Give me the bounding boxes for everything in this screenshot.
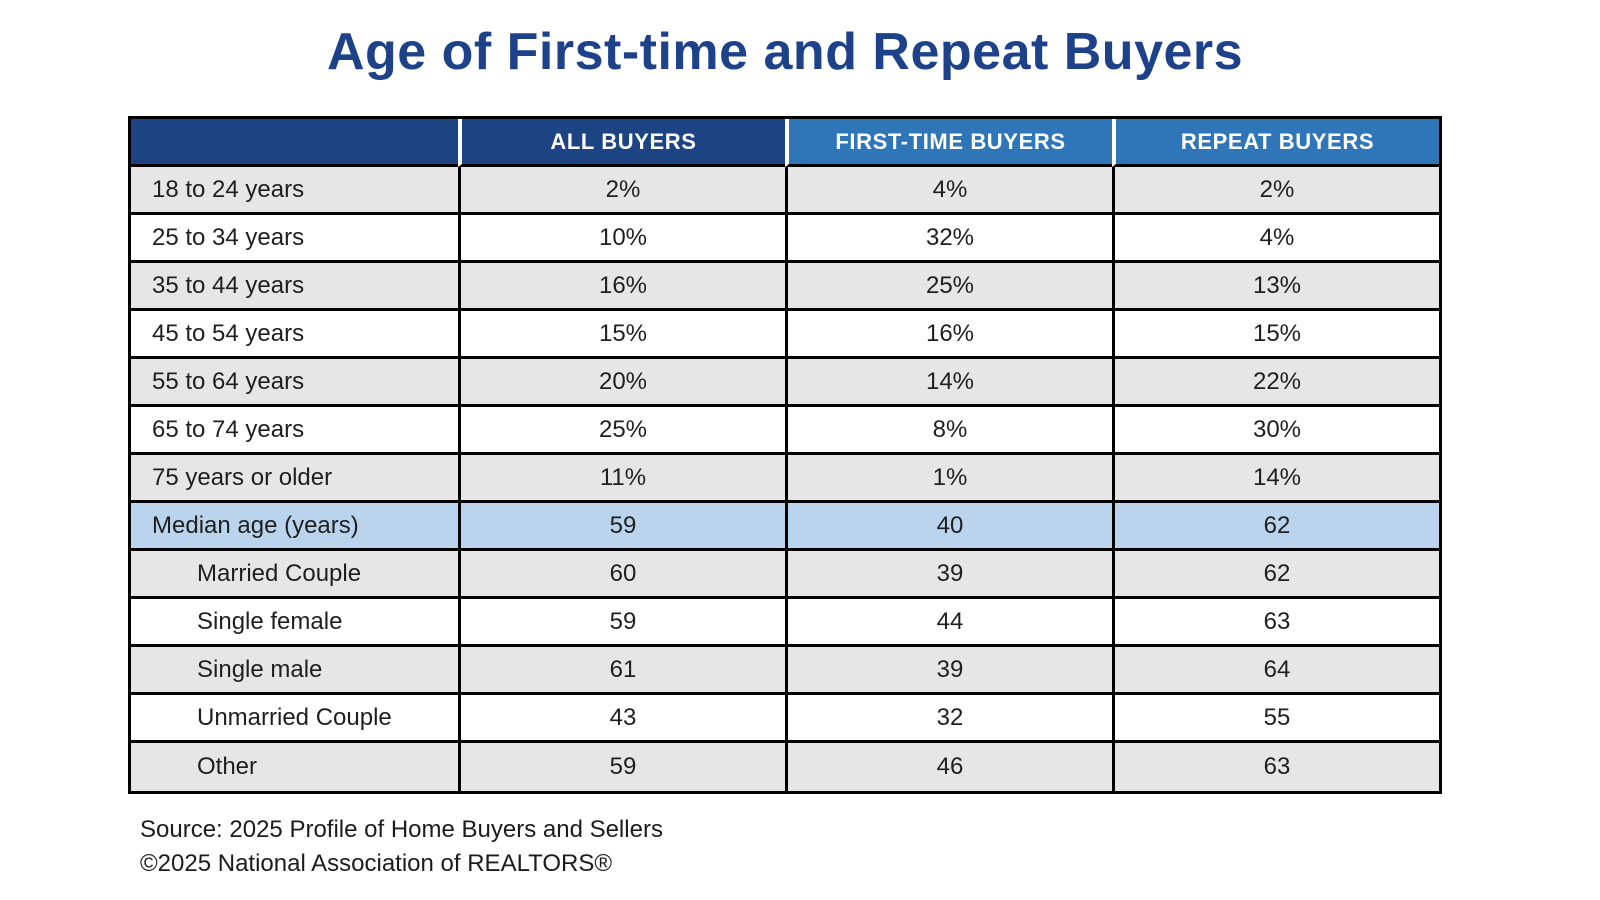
cell-value: 63 xyxy=(1112,599,1439,647)
cell-value: 59 xyxy=(458,503,785,551)
table-row: Median age (years) 59 40 62 xyxy=(131,503,1439,551)
table-row: 55 to 64 years 20% 14% 22% xyxy=(131,359,1439,407)
content: Age of First-time and Repeat Buyers ALL … xyxy=(128,0,1442,880)
header-row: ALL BUYERS FIRST-TIME BUYERS REPEAT BUYERS xyxy=(131,119,1439,167)
row-label: Single female xyxy=(131,599,458,647)
cell-value: 44 xyxy=(785,599,1112,647)
cell-value: 1% xyxy=(785,455,1112,503)
cell-value: 15% xyxy=(458,311,785,359)
cell-value: 20% xyxy=(458,359,785,407)
cell-value: 25% xyxy=(785,263,1112,311)
source-line-2: ©2025 National Association of REALTORS® xyxy=(140,849,613,877)
cell-value: 30% xyxy=(1112,407,1439,455)
cell-value: 14% xyxy=(785,359,1112,407)
cell-value: 13% xyxy=(1112,263,1439,311)
cell-value: 15% xyxy=(1112,311,1439,359)
cell-value: 61 xyxy=(458,647,785,695)
buyers-age-table: ALL BUYERS FIRST-TIME BUYERS REPEAT BUYERS… xyxy=(128,116,1442,794)
cell-value: 32% xyxy=(785,215,1112,263)
cell-value: 8% xyxy=(785,407,1112,455)
row-label: 65 to 74 years xyxy=(131,407,458,455)
source-line-1: Source: 2025 Profile of Home Buyers and … xyxy=(140,816,663,843)
row-label: Unmarried Couple xyxy=(131,695,458,743)
cell-value: 11% xyxy=(458,455,785,503)
row-label: 18 to 24 years xyxy=(131,167,458,215)
cell-value: 64 xyxy=(1112,647,1439,695)
cell-value: 62 xyxy=(1112,551,1439,599)
cell-value: 2% xyxy=(1112,167,1439,215)
table-row: Unmarried Couple 43 32 55 xyxy=(131,695,1439,743)
row-label: 25 to 34 years xyxy=(131,215,458,263)
row-label: 45 to 54 years xyxy=(131,311,458,359)
cell-value: 63 xyxy=(1112,743,1439,791)
cell-value: 55 xyxy=(1112,695,1439,743)
cell-value: 16% xyxy=(785,311,1112,359)
table-row: 18 to 24 years 2% 4% 2% xyxy=(131,167,1439,215)
cell-value: 46 xyxy=(785,743,1112,791)
table-row: Single female 59 44 63 xyxy=(131,599,1439,647)
cell-value: 2% xyxy=(458,167,785,215)
table-row: Other 59 46 63 xyxy=(131,743,1439,791)
cell-value: 4% xyxy=(785,167,1112,215)
cell-value: 60 xyxy=(458,551,785,599)
row-label: Married Couple xyxy=(131,551,458,599)
cell-value: 59 xyxy=(458,743,785,791)
row-label: 35 to 44 years xyxy=(131,263,458,311)
header-cell-all-buyers: ALL BUYERS xyxy=(458,119,785,167)
cell-value: 59 xyxy=(458,599,785,647)
row-label: Other xyxy=(131,743,458,791)
cell-value: 62 xyxy=(1112,503,1439,551)
cell-value: 10% xyxy=(458,215,785,263)
table-header: ALL BUYERS FIRST-TIME BUYERS REPEAT BUYERS xyxy=(131,119,1439,167)
row-label: 55 to 64 years xyxy=(131,359,458,407)
header-cell-repeat-buyers: REPEAT BUYERS xyxy=(1112,119,1439,167)
table-body: 18 to 24 years 2% 4% 2% 25 to 34 years 10% 32%… xyxy=(131,167,1439,791)
cell-value: 40 xyxy=(785,503,1112,551)
cell-value: 25% xyxy=(458,407,785,455)
cell-value: 32 xyxy=(785,695,1112,743)
table-row: Married Couple 60 39 62 xyxy=(131,551,1439,599)
table-row: 45 to 54 years 15% 16% 15% xyxy=(131,311,1439,359)
cell-value: 22% xyxy=(1112,359,1439,407)
page-title: Age of First-time and Repeat Buyers xyxy=(326,23,1244,81)
row-label: 75 years or older xyxy=(131,455,458,503)
source-note: Source: 2025 Profile of Home Buyers and … xyxy=(128,813,1442,880)
cell-value: 14% xyxy=(1112,455,1439,503)
header-cell-first-time-buyers: FIRST-TIME BUYERS xyxy=(785,119,1112,167)
table-row: 65 to 74 years 25% 8% 30% xyxy=(131,407,1439,455)
header-cell-row-labels xyxy=(131,119,458,167)
table-row: 35 to 44 years 16% 25% 13% xyxy=(131,263,1439,311)
cell-value: 4% xyxy=(1112,215,1439,263)
row-label: Median age (years) xyxy=(131,503,458,551)
table-row: 75 years or older 11% 1% 14% xyxy=(131,455,1439,503)
table-row: 25 to 34 years 10% 32% 4% xyxy=(131,215,1439,263)
table-row: Single male 61 39 64 xyxy=(131,647,1439,695)
cell-value: 39 xyxy=(785,647,1112,695)
cell-value: 16% xyxy=(458,263,785,311)
cell-value: 39 xyxy=(785,551,1112,599)
row-label: Single male xyxy=(131,647,458,695)
cell-value: 43 xyxy=(458,695,785,743)
